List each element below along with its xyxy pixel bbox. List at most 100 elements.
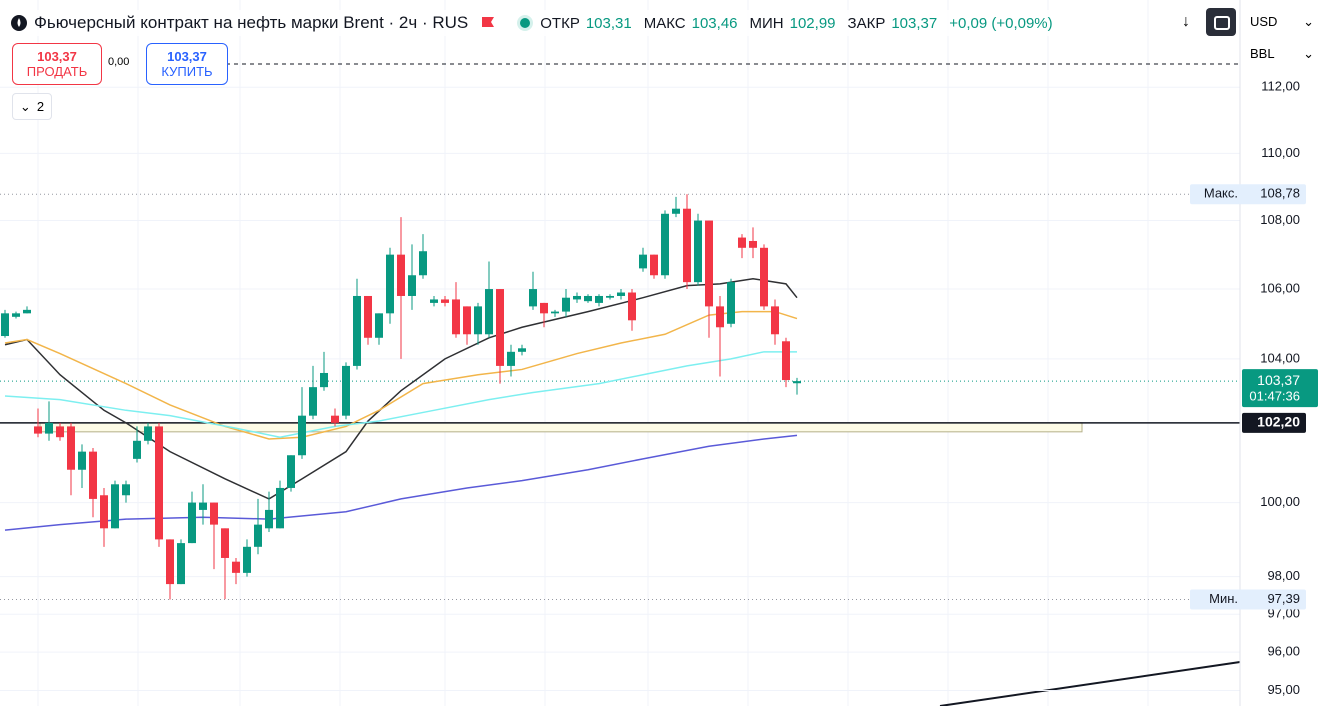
candle [793,377,801,395]
icon [1214,16,1230,30]
y-tick-label: 104,00 [1260,350,1300,365]
moving-average [4,277,798,500]
body [694,220,702,283]
candle [122,480,130,503]
countdown: 01:47:36 [1249,389,1300,404]
body [507,351,515,366]
body [188,502,196,544]
candle [419,234,427,279]
body [551,311,559,314]
body [265,509,273,529]
body [474,306,482,335]
currency[interactable]: USD ⌄ [1250,14,1314,30]
candle [232,557,240,585]
body [320,372,328,388]
candle [507,344,515,377]
candle [243,539,251,577]
candle [727,278,735,328]
body [45,422,53,434]
unit[interactable]: BBL ⌄ [1250,46,1314,62]
body [518,348,526,352]
body [584,295,592,302]
candle [496,289,504,384]
body [782,341,790,381]
status-dot [517,15,534,31]
candle [199,484,207,525]
y-tick-label: 106,00 [1260,280,1300,295]
level-zone [39,422,1083,433]
body [529,289,537,307]
body [1,313,9,337]
body [617,292,625,296]
body [749,240,757,248]
candle [441,295,449,307]
candle [254,498,262,555]
candle [771,299,779,345]
body [243,546,251,573]
body [793,381,801,384]
body [430,299,438,303]
candle [452,282,460,338]
candle [540,302,548,328]
candle [683,194,691,290]
body [56,426,64,438]
body [287,455,295,488]
badge-value: 97,39 [1267,591,1300,606]
body [100,495,108,529]
moving-average [4,310,798,440]
value: 103,31 [585,14,632,32]
label: КУПИТЬ [161,64,213,79]
badge-value: 108,78 [1260,186,1300,201]
candle [144,422,152,445]
candle [34,408,42,438]
fullscreen-button[interactable] [1206,8,1236,36]
body [133,440,141,459]
body [67,426,75,470]
last-price: 103,37 [1257,372,1300,388]
value: 102,99 [789,14,836,32]
body [595,295,603,303]
candle [364,295,372,345]
candle [474,302,482,345]
candle [375,313,383,345]
y-tick-label: 100,00 [1260,494,1300,509]
candle [562,289,570,317]
body [419,251,427,276]
body [628,292,636,321]
candle [155,422,163,547]
buy-button[interactable]: 103,37 КУПИТЬ [146,43,228,85]
candle [45,401,53,441]
y-tick-label: 98,00 [1267,568,1300,583]
title: Фьючерсный контракт на нефть марки Brent… [34,13,469,32]
body [342,365,350,416]
value: 103,46 [691,14,738,32]
candle [518,344,526,356]
candle [694,213,702,286]
candle [617,289,625,300]
candle [67,422,75,496]
moving-average [4,351,797,438]
candle [705,220,713,338]
body [23,309,31,314]
body [441,299,449,303]
candle [89,448,97,518]
download-button[interactable]: ↓ [1182,13,1190,30]
body [496,289,504,366]
label: USD [1250,14,1278,29]
body [144,426,152,441]
candle [166,539,174,600]
candle [716,295,724,377]
indicators-toggle[interactable]: ⌄ 2 [12,93,52,120]
candle [782,337,790,388]
body [738,237,746,248]
body [12,313,20,317]
sell-button[interactable]: 103,37 ПРОДАТЬ [12,43,102,85]
level-label: 102,20 [1257,414,1300,430]
candle [133,426,141,463]
body [606,295,614,298]
body [573,295,581,300]
y-tick-label: 95,00 [1267,682,1300,697]
body [78,451,86,470]
candle [1,309,9,338]
